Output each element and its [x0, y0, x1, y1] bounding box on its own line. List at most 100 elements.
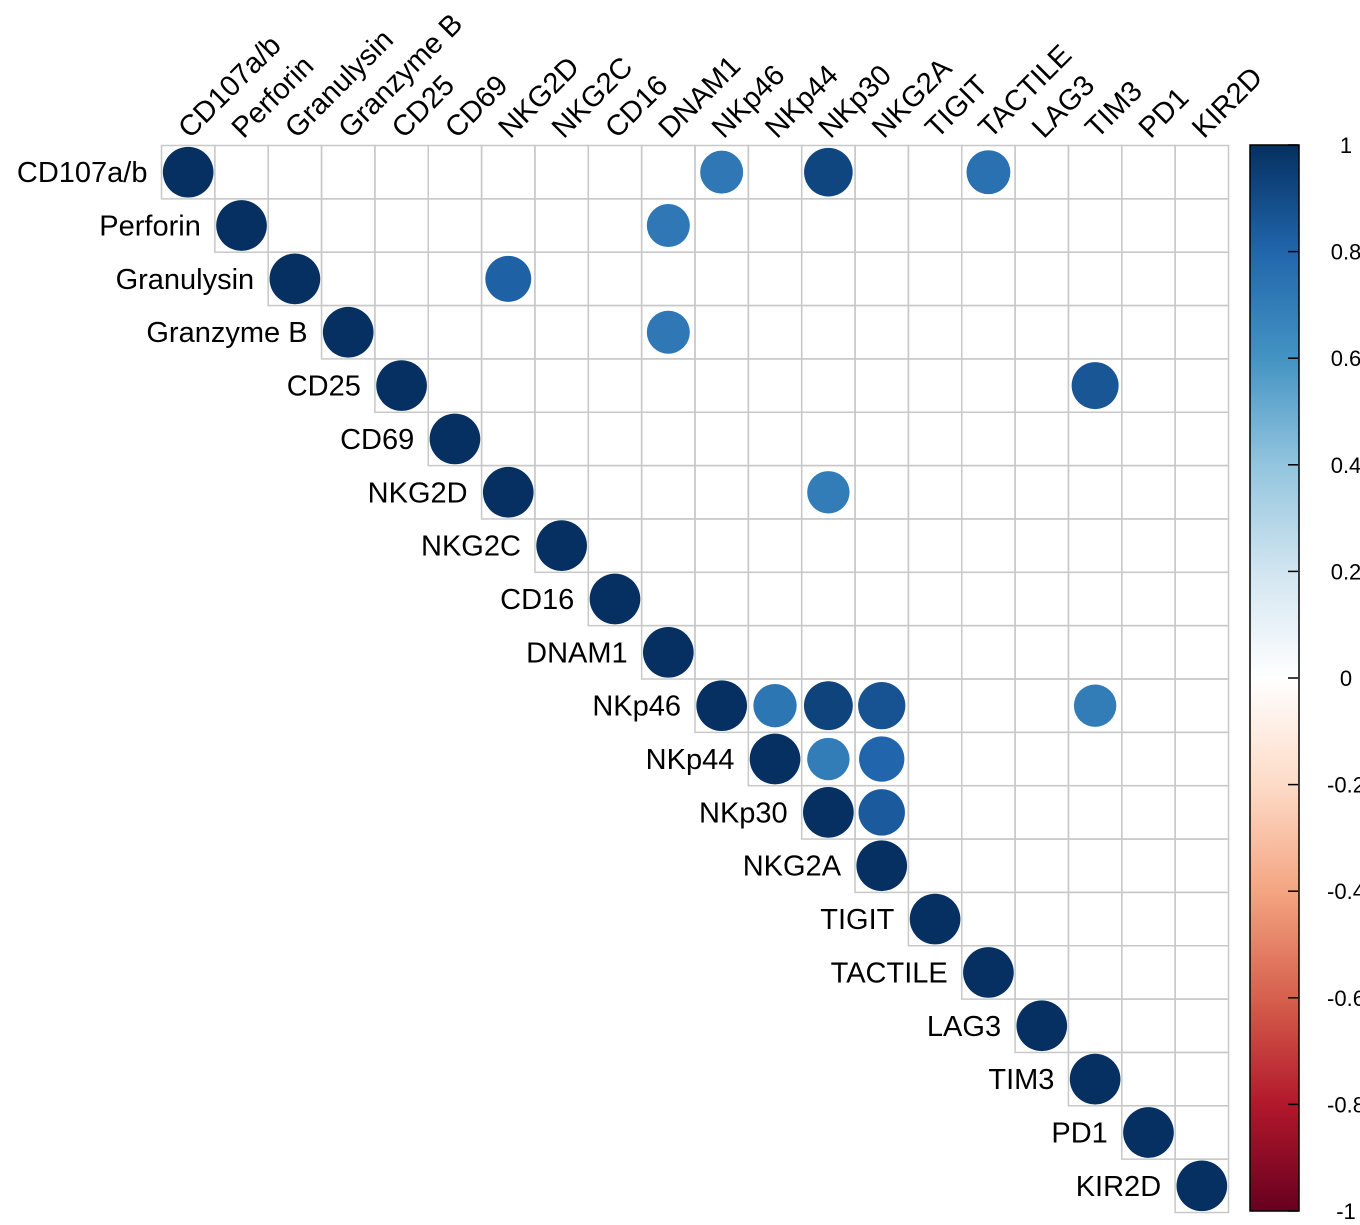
grid-cell: [1174, 678, 1230, 734]
grid-cell: [1174, 198, 1230, 253]
corr-circle-nkp46-nkg2a: [858, 682, 906, 730]
grid-cell: [480, 144, 536, 200]
grid-cell: [1174, 358, 1230, 413]
grid-cell: [961, 784, 1016, 840]
row-label-nkg2a: NKG2A: [743, 851, 842, 883]
grid-cell: [480, 198, 536, 253]
grid-cell: [907, 198, 963, 253]
grid-cell: [907, 411, 963, 467]
grid-cell: [587, 304, 643, 360]
corr-circle-cd107a-b-cd107a-b: [162, 146, 214, 198]
grid-cell: [1121, 464, 1176, 520]
grid-cell: [1174, 1105, 1230, 1160]
grid-cell: [1121, 144, 1176, 200]
grid-cell: [640, 411, 696, 467]
grid-cell: [747, 304, 803, 360]
corr-circle-nkp46-tim3: [1073, 684, 1117, 727]
corr-circle-tim3-tim3: [1069, 1053, 1121, 1105]
corr-circle-cd25-tim3: [1071, 362, 1119, 410]
grid-cell: [1121, 731, 1176, 787]
corr-circle-cd107a-b-nkp30: [804, 147, 853, 197]
row-label-nkp44: NKp44: [646, 744, 735, 776]
grid-cell: [1174, 411, 1230, 467]
colorbar-tick-label: 0.2: [1331, 559, 1360, 584]
colorbar-tick-label: -0.8: [1327, 1092, 1360, 1117]
grid-cell: [320, 251, 376, 307]
grid-cell: [1067, 518, 1123, 574]
grid-cell: [800, 518, 856, 574]
grid-cell: [747, 518, 803, 574]
grid-cell: [694, 624, 750, 680]
grid-cell: [800, 358, 856, 413]
grid-cell: [961, 518, 1016, 574]
grid-cell: [1014, 838, 1070, 894]
colorbar-tick-label: -0.6: [1327, 986, 1360, 1011]
circle-layer: [162, 146, 1228, 1212]
grid-cell: [1121, 304, 1176, 360]
row-label-nkp30: NKp30: [699, 797, 788, 829]
grid-cell: [1067, 784, 1123, 840]
grid-cell: [694, 571, 750, 627]
grid-cell: [480, 358, 536, 413]
grid-cell: [427, 144, 483, 200]
grid-cell: [1174, 304, 1230, 360]
colorbar-tick-label: 1: [1340, 133, 1352, 158]
grid-cell: [534, 358, 590, 413]
grid-cell: [961, 358, 1016, 413]
grid-cell: [1174, 998, 1230, 1054]
corr-circle-kir2d-kir2d: [1176, 1160, 1228, 1212]
row-label-nkp46: NKp46: [592, 691, 681, 723]
grid-cell: [907, 678, 963, 734]
grid-cell: [1014, 571, 1070, 627]
grid-cell: [961, 251, 1016, 307]
row-label-dnam1: DNAM1: [526, 637, 628, 669]
grid-cell: [1121, 1051, 1176, 1107]
grid-cell: [214, 144, 269, 200]
grid-cell: [534, 464, 590, 520]
grid-cell: [640, 571, 696, 627]
grid-cell: [907, 358, 963, 413]
grid-cell: [640, 464, 696, 520]
grid-cell: [534, 144, 590, 200]
grid-cell: [1014, 358, 1070, 413]
grid-cell: [747, 198, 803, 253]
grid-cell: [640, 251, 696, 307]
grid-cell: [427, 251, 483, 307]
grid-cell: [1174, 624, 1230, 680]
grid-cell: [854, 464, 910, 520]
grid-cell: [1014, 304, 1070, 360]
grid-cell: [427, 358, 483, 413]
grid-cell: [1067, 571, 1123, 627]
grid-cell: [1174, 1158, 1230, 1214]
grid-cell: [1067, 251, 1123, 307]
grid-cell: [854, 304, 910, 360]
grid-cell: [640, 518, 696, 574]
corr-circle-nkp46-nkp30: [803, 681, 853, 731]
grid-cell: [1014, 624, 1070, 680]
row-label-granulysin: Granulysin: [116, 264, 255, 296]
grid-cell: [907, 784, 963, 840]
grid-cell: [1174, 838, 1230, 894]
grid-cell: [800, 571, 856, 627]
grid-cell: [587, 358, 643, 413]
corr-circle-perforin-perforin: [216, 200, 267, 251]
grid-cell: [1121, 411, 1176, 467]
grid-cell: [1014, 144, 1070, 200]
corr-circle-granulysin-granulysin: [269, 253, 321, 305]
corr-circle-nkp44-nkp44: [749, 733, 801, 785]
grid-cell: [1121, 998, 1176, 1054]
grid-cell: [1174, 1051, 1230, 1107]
grid-cell: [1014, 198, 1070, 253]
grid-cell: [1121, 198, 1176, 253]
grid-cell: [747, 411, 803, 467]
row-label-perforin: Perforin: [99, 211, 201, 243]
corr-circle-nkp46-nkp44: [753, 684, 797, 728]
grid-cell: [1014, 945, 1070, 1000]
corr-circle-cd107a-b-tactile: [966, 150, 1011, 195]
grid-cell: [1121, 945, 1176, 1000]
colorbar-tick-label: 0.4: [1331, 453, 1360, 478]
grid-cell: [267, 198, 323, 253]
grid-cell: [640, 358, 696, 413]
colorbar-tick-label: 0.6: [1331, 346, 1360, 371]
grid-cell: [1014, 678, 1070, 734]
